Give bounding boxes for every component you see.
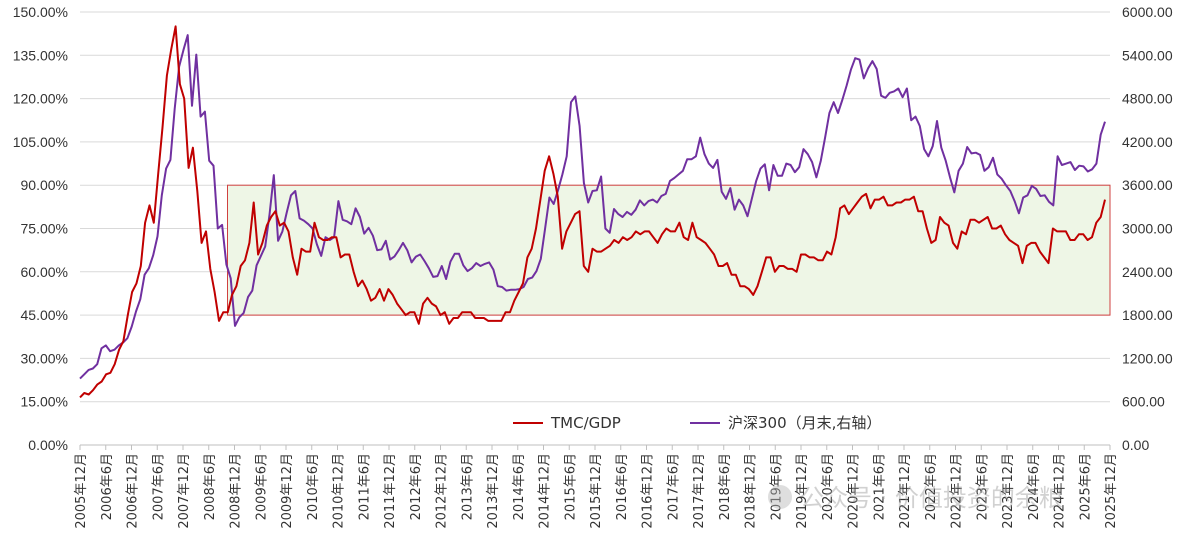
x-tick-label: 2011年12月 — [383, 453, 398, 529]
left-tick-label: 150.00% — [13, 4, 68, 20]
left-tick-label: 135.00% — [13, 47, 68, 63]
x-tick-label: 2007年12月 — [177, 453, 192, 529]
x-tick-label: 2008年6月 — [203, 453, 218, 520]
x-tick-label: 2023年6月 — [975, 453, 990, 520]
series-line-tmc-gdp — [79, 25, 1106, 399]
left-axis-ticks: 0.00% 15.00% 30.00% 45.00% 60.00% 75.00% 90.00… — [13, 4, 68, 453]
x-tick-label: 2006年6月 — [100, 453, 115, 520]
x-tick-label: 2010年12月 — [332, 453, 347, 529]
left-tick-label: 105.00% — [13, 134, 68, 150]
x-tick-label: 2014年12月 — [538, 453, 553, 529]
watermark: 公众号 · 价值投资的余粮 — [768, 484, 1063, 512]
x-tick-label: 2022年6月 — [924, 453, 939, 520]
x-tick-label: 2019年12月 — [795, 453, 810, 529]
legend-label-tmc-gdp: TMC/GDP — [550, 414, 621, 432]
x-tick-label: 2010年6月 — [306, 453, 321, 520]
right-tick-label: 3000.00 — [1122, 221, 1173, 237]
x-tick-label: 2015年12月 — [589, 453, 604, 529]
left-tick-label: 30.00% — [21, 350, 68, 366]
series-line-hs300 — [79, 34, 1106, 380]
x-tick-label: 2017年12月 — [692, 453, 707, 529]
x-tick-label: 2011年6月 — [357, 453, 372, 520]
x-tick-label: 2005年12月 — [74, 453, 89, 529]
x-tick-label: 2018年6月 — [718, 453, 733, 520]
x-tick-label: 2020年12月 — [847, 453, 862, 529]
x-tick-label: 2013年6月 — [460, 453, 475, 520]
right-tick-label: 5400.00 — [1122, 47, 1173, 63]
x-tick-label: 2021年12月 — [898, 453, 913, 529]
wechat-logo-icon — [768, 485, 792, 509]
x-tick-label: 2021年6月 — [872, 453, 887, 520]
left-tick-label: 45.00% — [21, 307, 68, 323]
right-tick-label: 2400.00 — [1122, 264, 1173, 280]
x-tick-label: 2025年12月 — [1104, 453, 1119, 529]
right-tick-label: 4800.00 — [1122, 91, 1173, 107]
x-tick-label: 2016年6月 — [615, 453, 630, 520]
x-tick-label: 2024年12月 — [1053, 453, 1068, 529]
x-tick-label: 2015年6月 — [563, 453, 578, 520]
legend: TMC/GDP 沪深300（月末,右轴） — [513, 414, 881, 432]
right-tick-label: 4200.00 — [1122, 134, 1173, 150]
x-axis-ticks: 2005年12月 2006年6月 2006年12月 2007年6月 2007年12月 20… — [74, 445, 1119, 529]
x-tick-label: 2023年12月 — [1001, 453, 1016, 529]
x-tick-label: 2013年12月 — [486, 453, 501, 529]
right-tick-label: 600.00 — [1122, 394, 1165, 410]
right-tick-label: 0.00 — [1122, 437, 1149, 453]
left-tick-label: 75.00% — [21, 221, 68, 237]
x-tick-label: 2016年12月 — [641, 453, 656, 529]
x-tick-label: 2009年6月 — [254, 453, 269, 520]
green-band — [227, 184, 1111, 316]
x-tick-label: 2017年6月 — [666, 453, 681, 520]
right-tick-label: 6000.00 — [1122, 4, 1173, 20]
x-tick-label: 2024年6月 — [1027, 453, 1042, 520]
x-tick-label: 2025年6月 — [1078, 453, 1093, 520]
left-tick-label: 0.00% — [28, 437, 68, 453]
x-tick-label: 2019年6月 — [769, 453, 784, 520]
left-tick-label: 90.00% — [21, 177, 68, 193]
left-tick-label: 15.00% — [21, 394, 68, 410]
x-tick-label: 2006年12月 — [126, 453, 141, 529]
x-tick-label: 2022年12月 — [950, 453, 965, 529]
x-tick-label: 2009年12月 — [280, 453, 295, 529]
right-tick-label: 1800.00 — [1122, 307, 1173, 323]
x-tick-label: 2018年12月 — [744, 453, 759, 529]
x-tick-label: 2008年12月 — [229, 453, 244, 529]
x-tick-label: 2007年6月 — [151, 453, 166, 520]
x-tick-label: 2012年6月 — [409, 453, 424, 520]
legend-label-hs300: 沪深300（月末,右轴） — [728, 414, 881, 432]
right-axis-ticks: 0.00 600.00 1200.00 1800.00 2400.00 3000.00 36… — [1122, 4, 1173, 453]
right-tick-label: 1200.00 — [1122, 350, 1173, 366]
left-tick-label: 120.00% — [13, 91, 68, 107]
watermark-text: 公众号 · 价值投资的余粮 — [800, 484, 1063, 512]
x-tick-label: 2014年6月 — [512, 453, 527, 520]
x-tick-label: 2020年6月 — [821, 453, 836, 520]
left-tick-label: 60.00% — [21, 264, 68, 280]
right-tick-label: 3600.00 — [1122, 177, 1173, 193]
x-tick-label: 2012年12月 — [435, 453, 450, 529]
